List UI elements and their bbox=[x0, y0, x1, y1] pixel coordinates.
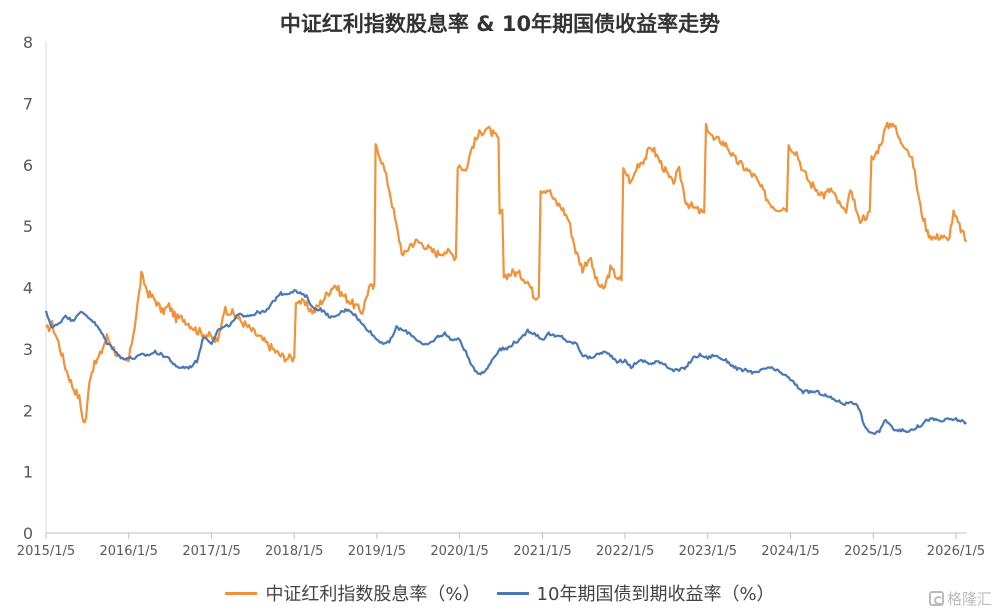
x-tick-label: 2021/1/5 bbox=[513, 544, 571, 559]
x-tick-label: 2018/1/5 bbox=[265, 544, 323, 559]
legend-swatch-dividend-yield bbox=[225, 591, 258, 595]
x-tick-label: 2026/1/5 bbox=[927, 544, 985, 559]
y-tick-label: 3 bbox=[23, 340, 33, 359]
y-tick-label: 4 bbox=[23, 279, 33, 298]
y-tick-label: 2 bbox=[23, 401, 33, 420]
chart-legend: 中证红利指数股息率（%） 10年期国债到期收益率（%） bbox=[0, 580, 1000, 606]
x-tick-label: 2017/1/5 bbox=[182, 544, 240, 559]
x-tick-label: 2020/1/5 bbox=[430, 544, 488, 559]
x-tick-label: 2024/1/5 bbox=[761, 544, 819, 559]
x-tick-label: 2025/1/5 bbox=[844, 544, 902, 559]
series-line-bond-yield bbox=[44, 289, 968, 435]
series-line-dividend-yield bbox=[45, 121, 968, 424]
legend-item-dividend-yield: 中证红利指数股息率（%） bbox=[225, 580, 481, 606]
x-tick-label: 2023/1/5 bbox=[679, 544, 737, 559]
y-tick-label: 7 bbox=[23, 94, 33, 113]
x-tick-label: 2022/1/5 bbox=[596, 544, 654, 559]
x-tick-label: 2016/1/5 bbox=[99, 544, 157, 559]
y-tick-label: 0 bbox=[23, 524, 33, 543]
y-tick-label: 6 bbox=[23, 156, 33, 175]
legend-label-bond-yield: 10年期国债到期收益率（%） bbox=[536, 584, 775, 605]
y-tick-label: 5 bbox=[23, 217, 33, 236]
gelonghui-logo-icon bbox=[928, 591, 944, 606]
legend-label-dividend-yield: 中证红利指数股息率（%） bbox=[265, 584, 481, 605]
x-tick-label: 2019/1/5 bbox=[348, 544, 406, 559]
legend-swatch-bond-yield bbox=[496, 591, 529, 595]
chart-title: 中证红利指数股息率 & 10年期国债收益率走势 bbox=[279, 12, 721, 36]
legend-item-bond-yield: 10年期国债到期收益率（%） bbox=[496, 580, 775, 606]
watermark-text: 格隆汇 bbox=[946, 590, 992, 608]
x-tick-label: 2015/1/5 bbox=[17, 544, 75, 559]
watermark: 格隆汇 bbox=[928, 588, 992, 609]
y-tick-label: 1 bbox=[23, 463, 33, 482]
y-tick-label: 8 bbox=[23, 33, 33, 52]
